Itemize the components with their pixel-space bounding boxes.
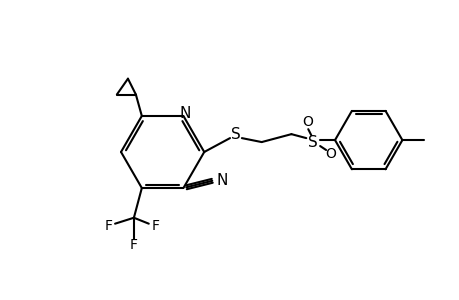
Text: S: S bbox=[308, 135, 318, 150]
Text: N: N bbox=[179, 106, 190, 122]
Text: N: N bbox=[216, 172, 227, 188]
Text: O: O bbox=[301, 115, 312, 129]
Text: F: F bbox=[151, 219, 159, 233]
Text: O: O bbox=[325, 147, 336, 161]
Text: S: S bbox=[230, 127, 241, 142]
Text: F: F bbox=[129, 238, 138, 253]
Text: F: F bbox=[104, 219, 112, 233]
